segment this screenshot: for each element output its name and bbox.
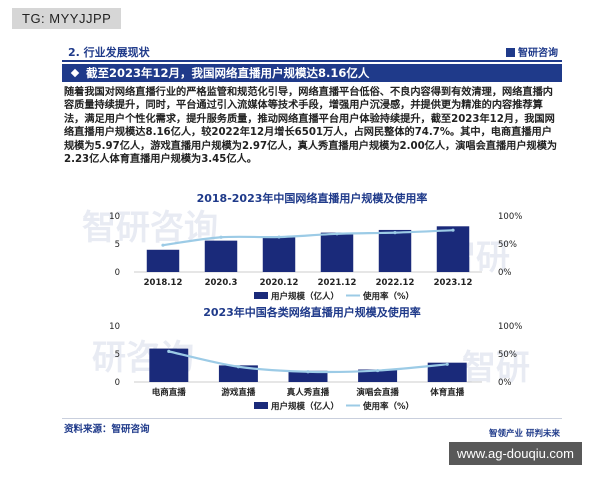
legend-label: 用户规模（亿人） — [270, 401, 339, 412]
usage-rate-point — [219, 235, 223, 239]
usage-rate-point — [445, 362, 449, 366]
headline-text: 截至2023年12月，我国网络直播用户规模达8.16亿人 — [86, 66, 370, 80]
x-tick-label: 演唱会直播 — [356, 387, 399, 398]
legend-swatch-bar — [254, 402, 268, 409]
brand-name: 智研咨询 — [506, 44, 558, 59]
bar — [204, 240, 238, 272]
chart-title: 2018-2023年中国网络直播用户规模及使用率 — [197, 191, 428, 205]
y-tick-label: 0 — [115, 268, 120, 278]
legend-label: 使用率（%） — [362, 401, 414, 412]
usage-rate-line — [162, 229, 454, 247]
usage-rate-point — [236, 365, 240, 369]
x-tick-label: 2018.12 — [144, 278, 183, 288]
bar — [427, 362, 467, 382]
source-note: 资料来源：智研咨询 — [64, 424, 150, 435]
x-tick-label: 2021.12 — [318, 278, 357, 288]
brand-label: 智研咨询 — [518, 48, 558, 59]
bar — [146, 249, 180, 272]
body-paragraph: 随着我国对网络直播行业的严格监管和规范化引导，网络直播平台低俗、不良内容得到有效… — [64, 87, 558, 166]
page-footer: 资料来源：智研咨询 智领产业 研判未来 — [62, 418, 562, 439]
y2-tick-label: 50% — [498, 350, 517, 360]
y2-tick-label: 100% — [498, 212, 522, 222]
bar — [436, 226, 470, 272]
usage-rate-line — [168, 350, 448, 374]
overlay-tag: TG: MYYJJPP — [12, 8, 122, 29]
legend-label: 用户规模（亿人） — [270, 291, 339, 302]
bar — [288, 370, 328, 382]
usage-rate-point — [376, 368, 380, 373]
y2-tick-label: 0% — [498, 268, 512, 278]
url-watermark: www.ag-douqiu.com — [448, 442, 582, 465]
section-title: 2. 行业发展现状 — [68, 46, 150, 59]
brand-logo-icon — [506, 48, 515, 57]
x-tick-label: 2020.12 — [260, 278, 299, 288]
footer-slogan: 智领产业 研判未来 — [489, 429, 560, 439]
y-tick-label: 10 — [109, 212, 120, 222]
y-tick-label: 0 — [115, 378, 120, 388]
chart-user-scale-trend: 2018-2023年中国网络直播用户规模及使用率05100%50%100%201… — [109, 191, 522, 302]
bar — [320, 232, 354, 272]
x-tick-label: 体育直播 — [430, 387, 465, 398]
x-tick-label: 游戏直播 — [221, 387, 256, 398]
diamond-icon — [70, 68, 80, 78]
x-tick-label: 2023.12 — [434, 278, 473, 288]
bar — [378, 229, 412, 272]
x-tick-label: 2020.3 — [205, 278, 238, 288]
section-header: 2. 行业发展现状 智研咨询 — [62, 44, 562, 62]
y2-tick-label: 0% — [498, 378, 512, 388]
bar — [262, 237, 296, 272]
x-tick-label: 真人秀直播 — [287, 387, 330, 398]
report-page: 智研咨询 智研 研咨询 智研 2. 行业发展现状 智研咨询 截至2023年12月… — [62, 40, 562, 440]
y-tick-label: 5 — [115, 240, 120, 250]
bar — [218, 365, 258, 382]
usage-rate-point — [167, 349, 171, 353]
usage-rate-point — [393, 231, 397, 235]
chart-title: 2023年中国各类网络直播用户规模及使用率 — [203, 306, 421, 319]
x-tick-label: 2022.12 — [376, 278, 415, 288]
y2-tick-label: 50% — [498, 240, 517, 250]
x-tick-label: 电商直播 — [152, 387, 187, 398]
y-tick-label: 5 — [115, 350, 120, 360]
y2-tick-label: 100% — [498, 322, 522, 332]
y-tick-label: 10 — [109, 322, 120, 332]
legend-swatch-bar — [254, 292, 268, 299]
usage-rate-point — [335, 232, 339, 236]
legend-label: 使用率（%） — [362, 291, 414, 302]
usage-rate-point — [306, 370, 310, 374]
bar — [358, 369, 398, 382]
usage-rate-point — [277, 235, 281, 239]
usage-rate-point — [161, 243, 165, 247]
headline-banner: 截至2023年12月，我国网络直播用户规模达8.16亿人 — [62, 64, 562, 82]
usage-rate-point — [451, 228, 455, 232]
